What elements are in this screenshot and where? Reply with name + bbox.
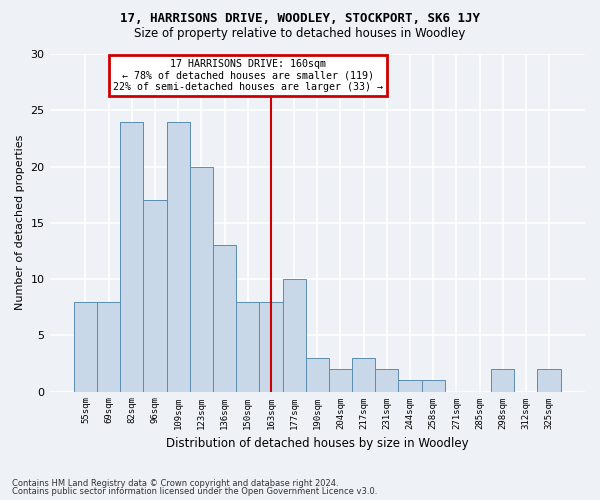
Bar (190, 166, 213, 392)
Bar (120, 122, 143, 392)
Y-axis label: Number of detached properties: Number of detached properties (15, 135, 25, 310)
Bar (398, 380, 422, 392)
X-axis label: Distribution of detached houses by size in Woodley: Distribution of detached houses by size … (166, 437, 469, 450)
Bar (213, 246, 236, 392)
Bar (422, 380, 445, 392)
Bar (538, 369, 560, 392)
Bar (283, 279, 305, 392)
Bar (236, 302, 259, 392)
Bar (352, 358, 375, 392)
Text: Contains HM Land Registry data © Crown copyright and database right 2024.: Contains HM Land Registry data © Crown c… (12, 478, 338, 488)
Text: 17, HARRISONS DRIVE, WOODLEY, STOCKPORT, SK6 1JY: 17, HARRISONS DRIVE, WOODLEY, STOCKPORT,… (120, 12, 480, 26)
Bar (491, 369, 514, 392)
Bar (74, 302, 97, 392)
Bar (97, 302, 120, 392)
Bar (143, 200, 167, 392)
Text: Contains public sector information licensed under the Open Government Licence v3: Contains public sector information licen… (12, 487, 377, 496)
Bar (259, 302, 283, 392)
Bar (167, 122, 190, 392)
Bar (305, 358, 329, 392)
Bar (329, 369, 352, 392)
Text: 17 HARRISONS DRIVE: 160sqm
← 78% of detached houses are smaller (119)
22% of sem: 17 HARRISONS DRIVE: 160sqm ← 78% of deta… (113, 59, 383, 92)
Bar (375, 369, 398, 392)
Text: Size of property relative to detached houses in Woodley: Size of property relative to detached ho… (134, 28, 466, 40)
